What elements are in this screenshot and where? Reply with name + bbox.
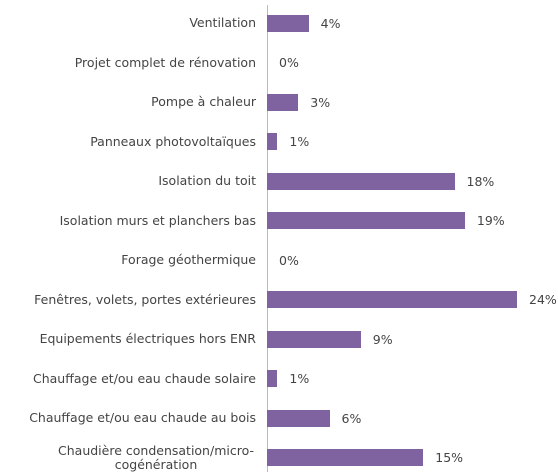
category-label: Projet complet de rénovation xyxy=(0,48,256,78)
category-label: Chauffage et/ou eau chaude solaire xyxy=(0,364,256,394)
value-label: 3% xyxy=(310,94,331,110)
bar xyxy=(267,330,361,348)
category-text: Fenêtres, volets, portes extérieures xyxy=(34,291,256,307)
bar xyxy=(267,212,465,229)
category-label: Equipements électriques hors ENR xyxy=(0,324,256,354)
category-label: Chauffage et/ou eau chaude au bois xyxy=(0,403,256,433)
bar xyxy=(267,133,278,150)
bar xyxy=(267,172,455,190)
value-label: 0% xyxy=(279,252,299,268)
value-label: 15% xyxy=(435,450,464,465)
category-label: Pompe à chaleur xyxy=(0,87,256,117)
category-label: Chaudière condensation/micro-cogénératio… xyxy=(0,443,256,473)
category-label: Isolation du toit xyxy=(0,166,256,196)
bar xyxy=(267,449,424,466)
category-text: Ventilation xyxy=(189,15,256,30)
bar xyxy=(267,93,299,111)
category-text: Chauffage et/ou eau chaude solaire xyxy=(33,370,256,386)
category-label: Panneaux photovoltaïques xyxy=(0,127,256,157)
category-text: Pompe à chaleur xyxy=(151,94,256,109)
value-label: 1% xyxy=(289,371,310,386)
value-label: 19% xyxy=(476,213,505,228)
value-label: 6% xyxy=(341,410,362,426)
category-text: Chaudière condensation/micro-cogénératio… xyxy=(58,442,254,472)
bar xyxy=(267,14,309,32)
category-text: Projet complet de rénovation xyxy=(74,54,256,70)
category-text: Equipements électriques hors ENR xyxy=(39,331,256,346)
value-label: 18% xyxy=(466,173,495,189)
category-text: Panneaux photovoltaïques xyxy=(90,133,256,149)
category-label: Isolation murs et planchers bas xyxy=(0,206,256,236)
value-label: 1% xyxy=(289,134,310,149)
category-text: Forage géothermique xyxy=(121,252,256,267)
category-text: Chauffage et/ou eau chaude au bois xyxy=(29,410,256,425)
category-text: Isolation du toit xyxy=(158,173,256,188)
category-label: Forage géothermique xyxy=(0,245,256,275)
value-label: 9% xyxy=(372,331,393,347)
bar xyxy=(267,291,517,308)
value-label: 0% xyxy=(279,55,299,70)
category-text: Isolation murs et planchers bas xyxy=(59,212,256,228)
value-label: 24% xyxy=(529,292,557,307)
value-label: 4% xyxy=(320,15,341,31)
bar xyxy=(267,409,330,427)
axis-line xyxy=(267,5,268,472)
category-label: Ventilation xyxy=(0,8,256,38)
category-label: Fenêtres, volets, portes extérieures xyxy=(0,285,256,315)
bar xyxy=(267,370,278,387)
